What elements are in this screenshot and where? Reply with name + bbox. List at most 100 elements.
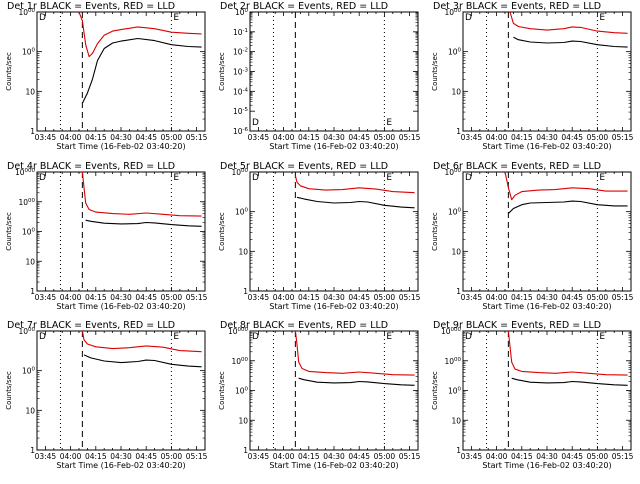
x-tick-label: 04:45 (135, 133, 157, 142)
x-tick-label: 04:45 (348, 133, 370, 142)
marker-label-d: D (465, 332, 472, 342)
y-tick-exponent: 000 (238, 327, 249, 333)
y-tick-exponent: 0 (32, 367, 36, 373)
lld-series-line (294, 330, 415, 376)
plot-title: Det 1r BLACK = Events, RED = LLD (7, 1, 175, 12)
y-tick-label: 10 (25, 406, 35, 415)
x-tick-label: 04:30 (110, 133, 132, 142)
y-tick-label: 10 (451, 247, 461, 256)
x-tick-label: 04:45 (348, 293, 370, 302)
y-tick-exponent: -1 (243, 28, 248, 34)
x-tick-label: 05:00 (161, 133, 183, 142)
marker-label-d: D (252, 118, 259, 128)
x-tick-label: 05:00 (374, 293, 396, 302)
marker-label-e: E (173, 332, 179, 342)
plot-frame (249, 330, 419, 451)
y-tick-exponent: 00 (454, 8, 461, 14)
x-tick-label: 04:15 (298, 293, 320, 302)
plot-title: Det 4r BLACK = Events, RED = LLD (7, 161, 175, 172)
y-tick-exponent: -2 (243, 48, 248, 54)
y-tick-exponent: 000 (451, 327, 462, 333)
x-tick-label: 04:30 (536, 293, 558, 302)
lld-series-line (78, 11, 202, 58)
x-tick-label: 03:45 (248, 293, 270, 302)
x-tick-label: 05:15 (612, 293, 634, 302)
x-tick-label: 03:45 (248, 133, 270, 142)
x-tick-label: 04:15 (511, 452, 533, 461)
x-tick-label: 04:00 (60, 133, 82, 142)
x-tick-label: 05:15 (399, 293, 421, 302)
marker-label-d: D (39, 332, 46, 342)
x-tick-label: 04:45 (561, 452, 583, 461)
events-series-line (298, 377, 415, 386)
y-tick-label: 1 (456, 446, 461, 455)
x-tick-label: 04:30 (323, 452, 345, 461)
x-tick-label: 04:00 (486, 293, 508, 302)
x-tick-label: 04:00 (273, 452, 295, 461)
x-tick-label: 04:00 (60, 293, 82, 302)
y-tick-exponent: 00 (28, 327, 35, 333)
y-tick-exponent: 00 (454, 168, 461, 174)
x-tick-label: 05:00 (374, 133, 396, 142)
y-tick-label: 1000 (18, 327, 35, 336)
y-tick-label: 1000 (444, 8, 461, 17)
y-tick-label: 10 (451, 87, 461, 96)
marker-label-d: D (39, 13, 46, 23)
x-tick-label: 04:15 (511, 133, 533, 142)
y-tick-label: 100 (22, 48, 36, 57)
x-tick-label: 05:15 (612, 133, 634, 142)
y-tick-exponent: 0 (458, 208, 462, 214)
x-tick-label: 03:45 (35, 133, 57, 142)
y-tick-label: 10000 (441, 327, 462, 336)
x-axis-label: Start Time (16-Feb-02 03:40:20) (482, 302, 611, 311)
y-tick-label: 1000 (231, 168, 248, 177)
marker-label-e: E (599, 173, 605, 183)
y-tick-label: 10-2 (233, 48, 248, 57)
y-tick-exponent: 00 (454, 357, 461, 363)
y-tick-exponent: -6 (243, 127, 249, 133)
y-tick-label: 1 (30, 287, 35, 296)
y-axis-label: Counts/sec (5, 212, 13, 251)
y-axis-label: Counts/sec (431, 52, 439, 91)
x-tick-label: 05:15 (186, 133, 208, 142)
lld-series-line (294, 175, 415, 194)
x-tick-label: 04:15 (298, 452, 320, 461)
x-axis-label: Start Time (16-Feb-02 03:40:20) (56, 461, 185, 470)
y-tick-label: 1000 (444, 168, 461, 177)
y-tick-exponent: 0 (32, 228, 36, 234)
marker-label-e: E (386, 332, 392, 342)
x-tick-label: 05:00 (161, 452, 183, 461)
lld-series-line (81, 330, 202, 353)
marker-label-d: D (252, 332, 259, 342)
x-tick-label: 05:00 (587, 133, 609, 142)
y-tick-label: 10 (238, 416, 248, 425)
x-tick-label: 04:15 (298, 133, 320, 142)
marker-label-d: D (252, 173, 259, 183)
x-axis-label: Start Time (16-Feb-02 03:40:20) (269, 302, 398, 311)
y-tick-label: 10-4 (233, 87, 249, 96)
y-tick-label: 100 (22, 228, 36, 237)
y-tick-label: 1000 (18, 8, 35, 17)
x-tick-label: 05:15 (186, 293, 208, 302)
x-tick-label: 05:15 (399, 133, 421, 142)
plot-title: Det 3r BLACK = Events, RED = LLD (433, 1, 601, 12)
x-tick-label: 04:45 (561, 293, 583, 302)
x-tick-label: 04:00 (486, 133, 508, 142)
y-tick-label: 1 (243, 446, 248, 455)
x-tick-label: 05:00 (161, 293, 183, 302)
y-tick-label: 1 (30, 127, 35, 136)
marker-label-d: D (39, 173, 46, 183)
events-series-line (296, 196, 415, 209)
y-tick-exponent: 00 (241, 357, 248, 363)
y-tick-label: 100 (22, 367, 36, 376)
lld-series-line (509, 11, 628, 34)
y-axis-label: Counts/sec (218, 371, 226, 410)
x-axis-label: Start Time (16-Feb-02 03:40:20) (56, 302, 185, 311)
y-tick-exponent: 0 (245, 387, 249, 393)
